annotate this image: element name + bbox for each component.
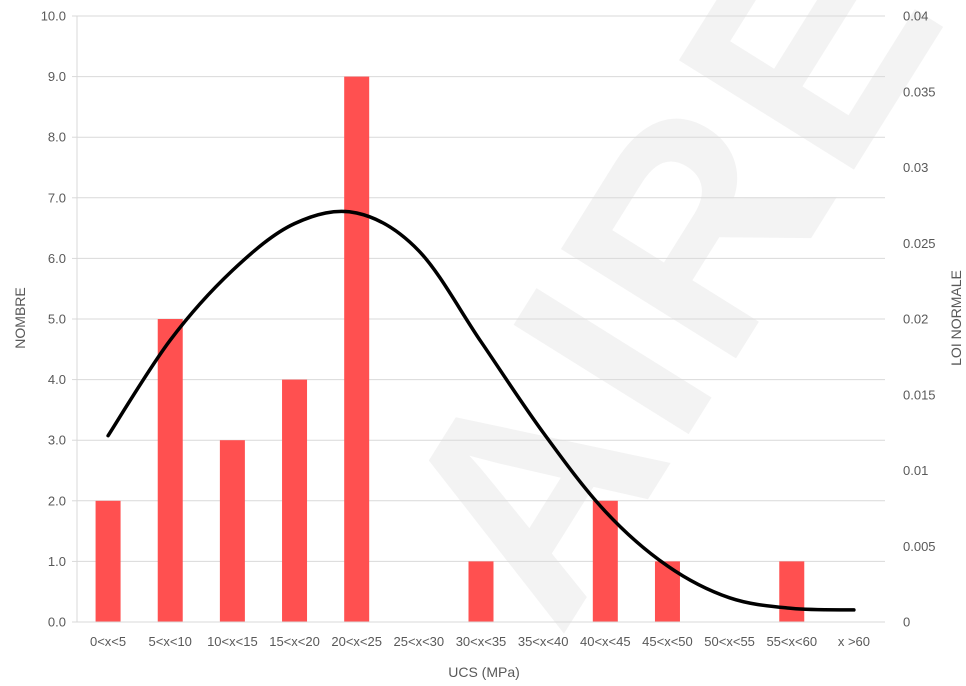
axes: 0.0 1.0 2.0 3.0 4.0 5.0 6.0 7.0 8.0 9.0 10.0 0 0.005…	[41, 9, 936, 650]
y-tick-label: 3.0	[48, 433, 66, 448]
y2-axis-title: LOI NORMALE	[948, 270, 964, 366]
normal-distribution-line	[106, 209, 856, 612]
y-tick-label: 2.0	[48, 493, 66, 508]
bar	[219, 440, 245, 622]
y-tick-label: 7.0	[48, 190, 66, 205]
y-tick-label: 5.0	[48, 312, 66, 327]
y-tick-label: 9.0	[48, 69, 66, 84]
x-tick-label: 50<x<55	[704, 634, 755, 649]
x-tick-label: 35<x<40	[518, 634, 569, 649]
bars	[95, 76, 805, 623]
bar	[344, 76, 370, 623]
x-tick-label: 15<x<20	[269, 634, 320, 649]
y-tick-label: 8.0	[48, 130, 66, 145]
y2-tick-label: 0.025	[903, 236, 936, 251]
x-tick-label: 20<x<25	[331, 634, 382, 649]
y2-tick-label: 0.035	[903, 84, 936, 99]
watermark: AIRE	[329, 0, 966, 674]
bar	[282, 379, 308, 622]
x-tick-label: 10<x<15	[207, 634, 258, 649]
x-tick-label: x >60	[838, 634, 870, 649]
x-axis-title: UCS (MPa)	[448, 664, 520, 680]
x-tick-label: 25<x<30	[394, 634, 445, 649]
x-tick-label: 30<x<35	[456, 634, 507, 649]
y2-tick-label: 0.02	[903, 312, 928, 327]
x-tick-label: 5<x<10	[149, 634, 192, 649]
x-tick-label: 55<x<60	[766, 634, 817, 649]
y2-tick-label: 0	[903, 615, 910, 630]
bar	[779, 561, 805, 622]
y-tick-label: 4.0	[48, 372, 66, 387]
y2-tick-label: 0.005	[903, 539, 936, 554]
normal-curve-layer	[106, 209, 856, 612]
x-tick-label: 40<x<45	[580, 634, 631, 649]
bar	[468, 561, 494, 622]
y-tick-label: 1.0	[48, 554, 66, 569]
y2-tick-label: 0.01	[903, 463, 928, 478]
y2-tick-label: 0.015	[903, 387, 936, 402]
y-tick-label: 10.0	[41, 9, 66, 24]
y-tick-label: 6.0	[48, 251, 66, 266]
y-axis-title: NOMBRE	[12, 287, 28, 348]
y2-tick-label: 0.03	[903, 160, 928, 175]
bar	[95, 500, 121, 622]
gridlines	[77, 15, 885, 562]
y-tick-label: 0.0	[48, 615, 66, 630]
watermark-text: AIRE	[329, 0, 966, 674]
x-tick-label: 0<x<5	[90, 634, 126, 649]
x-tick-label: 45<x<50	[642, 634, 693, 649]
y2-tick-label: 0.04	[903, 9, 928, 24]
bar	[157, 319, 183, 622]
